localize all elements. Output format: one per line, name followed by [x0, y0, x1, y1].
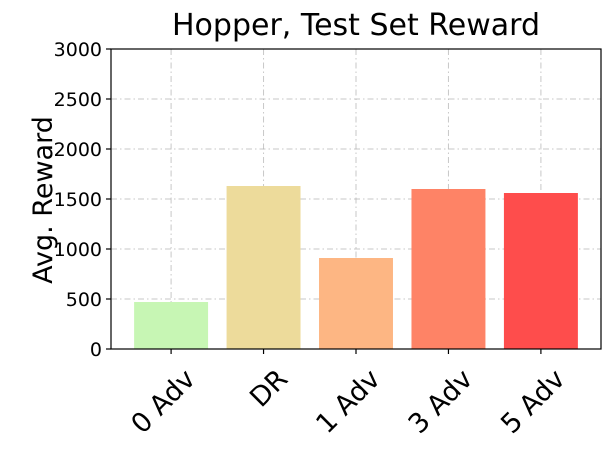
bar [503, 193, 578, 349]
y-tick-label: 1500 [54, 189, 102, 211]
x-tick-label: 1 Adv [310, 364, 386, 440]
bar [134, 302, 209, 349]
x-tick-label: 5 Adv [495, 364, 571, 440]
y-axis-label: Avg. Reward [28, 116, 59, 284]
x-tick-label: 3 Adv [403, 364, 479, 440]
bars [134, 186, 578, 349]
y-tick-label: 2000 [54, 139, 102, 161]
y-tick-label: 500 [66, 289, 102, 311]
y-axis-ticks: 0 500 1000 1500 2000 2500 3000 [54, 39, 111, 361]
y-tick-label: 2500 [54, 89, 102, 111]
x-tick-label: 0 Adv [125, 364, 201, 440]
chart-title: Hopper, Test Set Reward [172, 8, 540, 43]
x-axis-ticks: 0 Adv DR 1 Adv 3 Adv 5 Adv [125, 349, 571, 440]
y-tick-label: 3000 [54, 39, 102, 61]
bar [411, 189, 486, 349]
y-tick-label: 1000 [54, 239, 102, 261]
y-tick-label: 0 [90, 339, 102, 361]
bar [319, 258, 393, 349]
x-tick-label: DR [244, 364, 294, 414]
bar [226, 186, 301, 349]
